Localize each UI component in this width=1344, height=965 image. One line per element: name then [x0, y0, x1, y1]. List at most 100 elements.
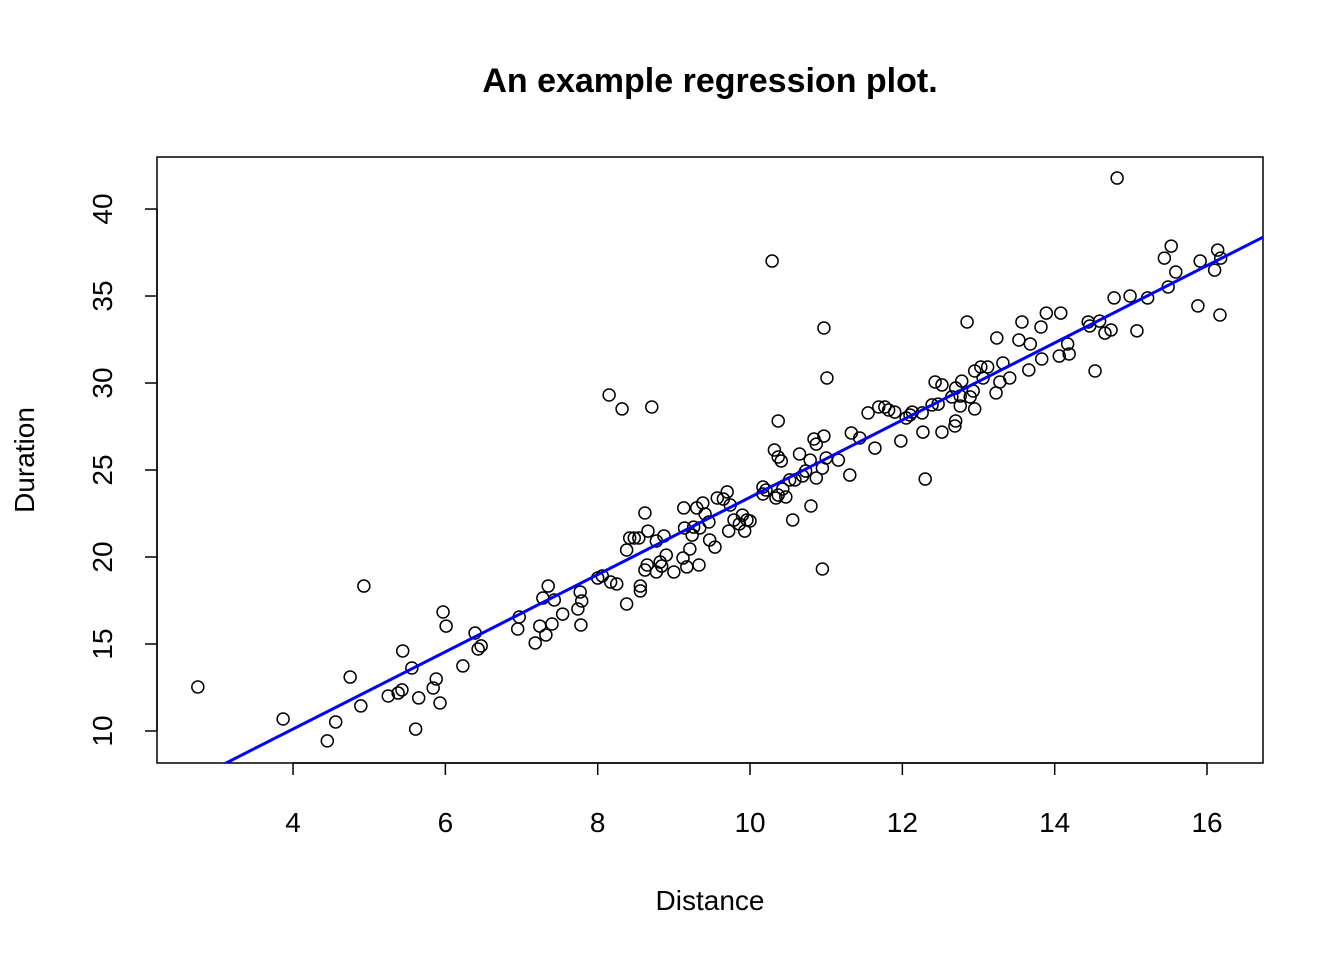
data-point: [894, 434, 908, 448]
x-tick-label: 10: [734, 807, 765, 838]
data-point: [633, 584, 648, 598]
data-point: [683, 542, 697, 556]
x-tick-label: 6: [438, 807, 454, 838]
data-point: [395, 644, 410, 658]
data-point: [1002, 371, 1017, 385]
data-point: [935, 378, 949, 392]
data-point: [1062, 347, 1076, 361]
data-point: [426, 681, 440, 695]
data-point: [1213, 251, 1228, 265]
data-point: [1104, 323, 1118, 337]
data-point: [887, 405, 902, 419]
data-point: [638, 506, 652, 520]
data-point: [779, 490, 793, 504]
data-point: [948, 414, 963, 428]
plot-frame: [156, 156, 1264, 764]
y-tick-label: 10: [87, 715, 118, 746]
data-point: [381, 689, 395, 703]
data-point: [765, 254, 779, 268]
data-point: [676, 551, 690, 565]
data-point: [1169, 265, 1183, 279]
data-point: [776, 482, 790, 496]
data-point: [759, 483, 773, 497]
data-point: [948, 419, 962, 433]
data-point: [539, 628, 553, 642]
data-point: [809, 471, 824, 485]
data-point: [1012, 333, 1026, 347]
data-point: [980, 360, 995, 374]
data-point: [533, 619, 547, 633]
data-point: [1164, 239, 1178, 253]
data-point: [767, 443, 782, 457]
data-point: [1022, 363, 1036, 377]
x-axis-label: Distance: [656, 885, 765, 916]
data-point: [1193, 254, 1207, 268]
data-point: [510, 622, 525, 636]
data-point: [276, 712, 290, 726]
data-point: [627, 531, 642, 545]
regression-line: [222, 235, 1263, 763]
data-point: [641, 524, 655, 538]
y-tick-label: 40: [87, 193, 118, 224]
data-point: [429, 672, 443, 686]
data-point: [774, 454, 789, 468]
data-point: [809, 437, 824, 451]
data-point: [602, 388, 616, 402]
data-point: [771, 414, 785, 428]
data-point: [861, 406, 875, 420]
data-point: [785, 513, 800, 527]
data-point: [1207, 263, 1222, 277]
data-point: [677, 501, 691, 515]
y-tick-label: 25: [87, 454, 118, 485]
data-point: [960, 315, 974, 329]
data-point: [433, 696, 447, 710]
data-point: [328, 715, 343, 729]
data-point: [1191, 299, 1205, 313]
data-point: [1023, 337, 1038, 351]
data-point: [1107, 291, 1121, 305]
data-point: [667, 565, 681, 579]
data-point: [320, 734, 335, 748]
data-point: [615, 402, 629, 416]
data-point: [1088, 364, 1102, 378]
data-point: [1052, 349, 1067, 363]
data-point: [771, 450, 785, 464]
x-tick-label: 16: [1191, 807, 1222, 838]
data-point: [1034, 320, 1048, 334]
data-point: [571, 602, 585, 616]
data-point: [541, 579, 555, 593]
data-point: [928, 375, 942, 389]
data-point: [640, 558, 654, 572]
y-tick-label: 30: [87, 367, 118, 398]
data-point: [1054, 306, 1068, 320]
data-point: [989, 386, 1003, 400]
data-point: [967, 402, 982, 416]
data-point: [439, 619, 453, 633]
data-point: [1015, 315, 1029, 329]
data-point: [804, 499, 818, 513]
x-tick-label: 4: [285, 807, 301, 838]
data-point: [191, 680, 205, 694]
y-tick-label: 35: [87, 280, 118, 311]
data-point: [686, 520, 701, 534]
data-point: [1157, 251, 1172, 265]
data-point: [955, 374, 969, 388]
data-point: [622, 531, 637, 545]
data-point: [456, 659, 470, 673]
data-point: [685, 528, 699, 542]
x-tick-label: 8: [590, 807, 606, 838]
data-point: [708, 540, 722, 554]
data-point: [619, 597, 634, 611]
data-point: [405, 661, 419, 675]
data-point: [1092, 314, 1107, 328]
plot-area: [222, 235, 1263, 763]
data-point: [408, 722, 423, 736]
data-point: [1130, 324, 1144, 338]
data-point: [1039, 306, 1054, 320]
data-point: [474, 639, 488, 653]
data-point: [603, 575, 618, 589]
data-point: [659, 548, 673, 562]
data-point: [990, 331, 1004, 345]
